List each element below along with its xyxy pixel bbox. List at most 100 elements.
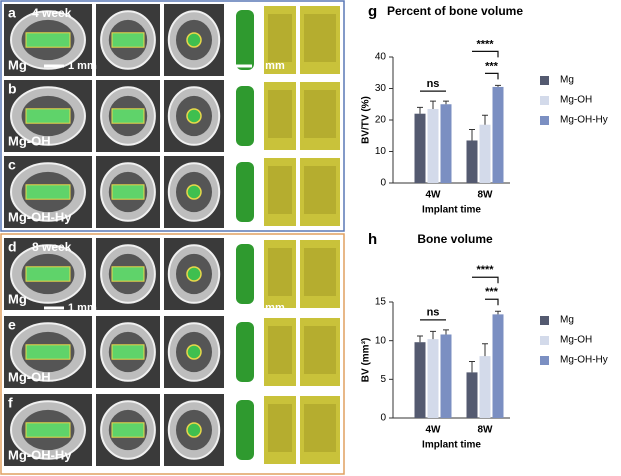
- screw-3d: [236, 86, 254, 146]
- y-tick-label: 10: [375, 146, 387, 157]
- implant: [111, 266, 145, 282]
- implant: [111, 422, 145, 438]
- bar: [440, 104, 452, 183]
- bone-3d-shade: [304, 326, 336, 374]
- error-bar: [417, 335, 423, 343]
- screw-3d: [236, 244, 254, 304]
- bar: [492, 86, 504, 183]
- group-label: Mg-OH: [8, 133, 51, 148]
- sig-label: ***: [485, 286, 499, 298]
- implant: [25, 422, 71, 438]
- y-tick-label: 15: [375, 297, 387, 308]
- error-bar: [469, 361, 475, 373]
- legend-swatch: [540, 316, 549, 325]
- error-bar: [469, 128, 475, 141]
- implant: [25, 32, 71, 48]
- group-label: Mg: [8, 57, 27, 72]
- legend-swatch: [540, 116, 549, 125]
- panel-letter: e: [8, 317, 16, 333]
- sig-label: ns: [427, 78, 440, 90]
- y-axis-label: BV (mm³): [361, 338, 372, 382]
- sig-label: ***: [485, 60, 499, 72]
- sig-label: ns: [427, 307, 440, 319]
- y-tick-label: 10: [375, 335, 387, 346]
- bar: [427, 339, 439, 418]
- implant: [111, 184, 145, 200]
- legend-swatch: [540, 96, 549, 105]
- panel-letter: d: [8, 239, 17, 255]
- error-bar: [443, 329, 449, 335]
- sig-bracket: [485, 298, 499, 306]
- legend-swatch: [540, 336, 549, 345]
- implant-section: [186, 108, 202, 124]
- panel-letter: c: [8, 157, 16, 173]
- x-tick-label: 4W: [426, 425, 442, 436]
- panel-box-4week: [0, 0, 345, 232]
- y-tick-label: 5: [380, 374, 386, 385]
- implant-section: [186, 184, 202, 200]
- bar: [479, 124, 491, 183]
- bone-3d-shade: [304, 404, 336, 452]
- bar: [492, 314, 504, 418]
- y-tick-label: 0: [380, 178, 386, 189]
- bar: [466, 140, 478, 183]
- screw-3d: [236, 10, 254, 70]
- x-tick-label: 8W: [478, 190, 494, 201]
- legend-swatch: [540, 356, 549, 365]
- bar: [479, 356, 491, 418]
- y-tick-label: 20: [375, 115, 387, 126]
- implant: [25, 344, 71, 360]
- error-bar: [430, 330, 436, 340]
- x-axis-label: Implant time: [422, 440, 481, 451]
- group-label: Mg-OH-Hy: [8, 209, 72, 224]
- panel-letter: g: [368, 3, 377, 20]
- legend-swatch: [540, 76, 549, 85]
- error-bar: [482, 343, 488, 357]
- y-axis-label: BV/TV (%): [361, 96, 372, 144]
- legend-label: Mg-OH-Hy: [560, 355, 608, 366]
- bar: [466, 372, 478, 418]
- implant: [111, 32, 145, 48]
- scale-label: 1 mm: [256, 302, 285, 314]
- bone-3d-shade: [268, 404, 292, 452]
- bone-3d-shade: [268, 166, 292, 214]
- implant-section: [186, 422, 202, 438]
- legend-label: Mg-OH-Hy: [560, 115, 608, 126]
- sig-label: ****: [476, 38, 494, 50]
- implant-section: [186, 266, 202, 282]
- implant: [111, 344, 145, 360]
- screw-3d: [236, 322, 254, 382]
- y-tick-label: 0: [380, 413, 386, 424]
- group-label: Mg-OH: [8, 369, 51, 384]
- sig-bracket: [485, 72, 499, 80]
- panel-letter: h: [368, 231, 377, 248]
- panel-letter: b: [8, 81, 17, 97]
- implant: [25, 266, 71, 282]
- group-label: Mg-OH-Hy: [8, 447, 72, 462]
- bone-3d-shade: [304, 14, 336, 62]
- error-bar: [495, 310, 501, 315]
- panel-box-8week: [0, 233, 345, 475]
- error-bar: [495, 84, 501, 87]
- implant-section: [186, 344, 202, 360]
- implant: [25, 108, 71, 124]
- chart-title: Percent of bone volume: [387, 4, 523, 18]
- bar: [440, 334, 452, 418]
- bar: [427, 108, 439, 183]
- legend-label: Mg: [560, 315, 574, 326]
- sig-bracket: [472, 50, 499, 58]
- x-axis-label: Implant time: [422, 205, 481, 216]
- implant-section: [186, 32, 202, 48]
- screw-3d: [236, 400, 254, 460]
- y-tick-label: 40: [375, 52, 387, 63]
- legend-label: Mg-OH: [560, 95, 592, 106]
- implant: [111, 108, 145, 124]
- panel-letter: f: [8, 395, 13, 411]
- bone-3d-shade: [268, 248, 292, 296]
- bone-3d-shade: [268, 326, 292, 374]
- legend-label: Mg: [560, 75, 574, 86]
- time-label: 4 week: [32, 6, 72, 20]
- bone-3d-shade: [268, 90, 292, 138]
- scale-label: 1 mm: [256, 60, 285, 72]
